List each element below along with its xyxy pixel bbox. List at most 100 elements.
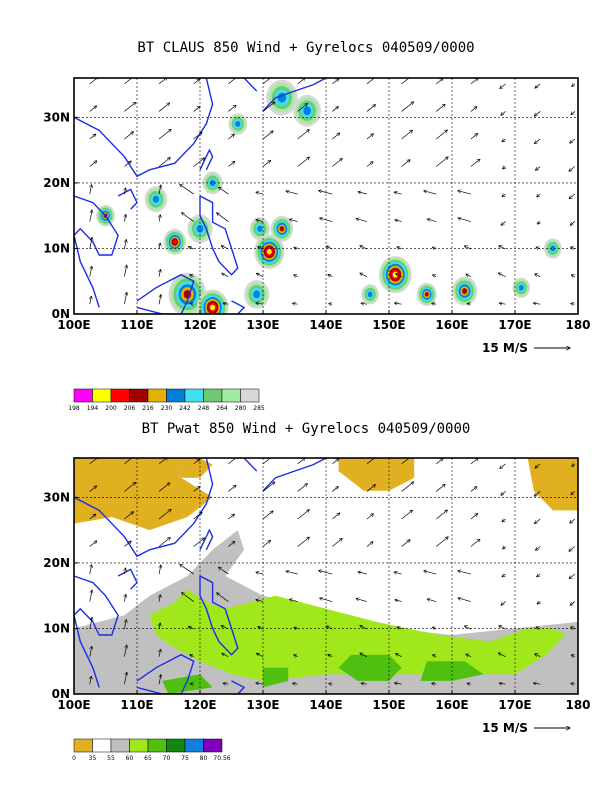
wind-arrow	[535, 463, 541, 468]
x-tick-label: 140E	[309, 318, 342, 332]
wind-arrow	[470, 134, 478, 140]
coast-segment	[136, 273, 195, 314]
wind-arrow	[401, 160, 411, 167]
cloud-cell	[462, 288, 468, 294]
cloud-cell	[279, 226, 285, 232]
wind-arrow	[159, 649, 160, 657]
wind-arrow	[158, 509, 171, 520]
wind-arrow	[356, 599, 368, 602]
claus-colorbar-label: 198	[68, 405, 80, 412]
wind-arrow	[124, 78, 133, 85]
coast-segment	[243, 78, 258, 92]
wind-arrow	[124, 214, 125, 222]
wind-arrow	[292, 683, 298, 684]
claus-colorbar-swatch	[203, 388, 223, 403]
wind-arrow	[570, 138, 576, 143]
wind-arrow	[262, 482, 275, 492]
wind-arrow	[535, 654, 541, 657]
wind-arrow	[571, 491, 576, 494]
wind-arrow	[221, 626, 229, 630]
wind-arrow	[124, 292, 126, 305]
wind-arrow	[256, 600, 264, 602]
coast-segment	[74, 458, 214, 558]
moist-band	[149, 589, 566, 681]
x-tick-label: 170E	[498, 698, 531, 712]
wind-arrow	[394, 572, 402, 574]
wind-arrow	[360, 273, 368, 277]
wind-arrow	[294, 627, 298, 629]
wind-arrow	[228, 105, 236, 112]
pwat-colorbar-swatch	[73, 738, 93, 753]
wet-core	[263, 667, 289, 688]
wind-arrow	[502, 519, 506, 522]
claus-colorbar-label: 194	[87, 405, 99, 412]
pwat-colorbar-label: 75	[181, 755, 189, 762]
wind-arrow	[570, 518, 576, 523]
y-tick-label: 10N	[43, 621, 70, 635]
claus-colorbar-swatch	[221, 388, 241, 403]
wind-arrow	[332, 459, 339, 465]
wind-arrow	[572, 464, 575, 466]
wind-arrow	[366, 162, 373, 167]
wind-arrow	[262, 131, 273, 140]
wind-arrow	[458, 191, 471, 195]
wind-arrow	[258, 627, 264, 630]
wind-arrow	[228, 485, 236, 492]
wind-arrow	[297, 537, 310, 547]
wind-arrow	[89, 210, 92, 222]
wind-arrow	[124, 240, 126, 250]
wind-arrow	[89, 106, 97, 112]
wind-arrow	[190, 275, 194, 277]
wind-arrow	[89, 590, 92, 602]
wind-arrow	[294, 247, 298, 249]
wind-arrow	[366, 105, 376, 112]
wind-arrow	[193, 158, 205, 167]
wind-arrow	[436, 157, 448, 167]
x-tick-label: 150E	[372, 318, 405, 332]
wind-arrow	[158, 483, 170, 492]
gridlines	[74, 458, 578, 694]
wind-arrow	[571, 247, 576, 249]
wind-arrow	[572, 84, 575, 86]
wind-arrow	[332, 539, 342, 547]
wind-arrow	[332, 513, 340, 520]
wind-arrow	[401, 130, 413, 140]
wind-arrow	[217, 213, 229, 222]
wind-arrow	[228, 514, 234, 520]
wind-arrow	[332, 133, 340, 140]
wind-arrow	[89, 541, 97, 547]
pwat-colorbar-label: 0	[72, 755, 76, 762]
wind-arrow	[188, 626, 194, 630]
claus-colorbar-label: 280	[235, 405, 247, 412]
wind-arrow	[258, 247, 264, 250]
chart-title-claus: BT CLAUS 850 Wind + Gyrelocs 040509/0000	[137, 40, 475, 56]
wind-arrow	[222, 653, 229, 657]
claus-colorbar-label: 248	[198, 405, 210, 412]
wind-arrow	[361, 303, 368, 304]
wind-arrow	[395, 683, 402, 684]
wind-arrow	[534, 491, 541, 496]
wind-arrow	[326, 626, 333, 630]
pwat-colorbar: 0 35 55 60 65 70 75 80 70.56	[72, 738, 231, 762]
wind-arrow	[535, 274, 541, 277]
wind-arrow	[499, 683, 506, 684]
wind-arrow	[360, 653, 368, 657]
wind-arrow	[395, 220, 402, 222]
wind-arrow	[262, 160, 271, 167]
wind-arrow	[262, 458, 271, 465]
wind-arrow	[297, 78, 305, 85]
wind-arrow	[366, 542, 373, 547]
wind-arrow	[533, 303, 541, 304]
x-tick-label: 100E	[57, 318, 90, 332]
wind-arrow	[124, 132, 133, 140]
cloud-cell	[266, 249, 272, 255]
wind-arrow	[366, 485, 376, 492]
wind-arrow	[466, 654, 472, 656]
wind-arrow	[297, 458, 305, 465]
wind-arrow	[401, 482, 414, 492]
wind-arrow	[90, 565, 92, 575]
wind-arrow	[180, 564, 194, 575]
wind-arrow	[286, 191, 298, 195]
wind-arrow	[424, 191, 437, 195]
wind-arrow	[286, 571, 298, 575]
